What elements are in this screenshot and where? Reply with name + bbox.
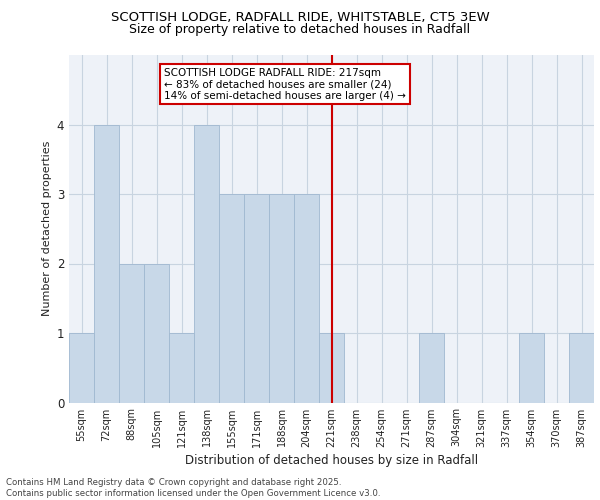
Bar bbox=[69, 333, 94, 402]
Bar bbox=[119, 264, 144, 402]
Bar bbox=[269, 194, 294, 402]
Y-axis label: Number of detached properties: Number of detached properties bbox=[43, 141, 52, 316]
Bar bbox=[294, 194, 319, 402]
X-axis label: Distribution of detached houses by size in Radfall: Distribution of detached houses by size … bbox=[185, 454, 478, 466]
Bar bbox=[569, 333, 594, 402]
Bar bbox=[94, 124, 119, 402]
Bar bbox=[319, 333, 344, 402]
Bar bbox=[244, 194, 269, 402]
Text: Contains HM Land Registry data © Crown copyright and database right 2025.
Contai: Contains HM Land Registry data © Crown c… bbox=[6, 478, 380, 498]
Bar bbox=[519, 333, 544, 402]
Bar bbox=[219, 194, 244, 402]
Bar bbox=[194, 124, 219, 402]
Text: SCOTTISH LODGE, RADFALL RIDE, WHITSTABLE, CT5 3EW: SCOTTISH LODGE, RADFALL RIDE, WHITSTABLE… bbox=[110, 12, 490, 24]
Bar bbox=[419, 333, 444, 402]
Text: Size of property relative to detached houses in Radfall: Size of property relative to detached ho… bbox=[130, 22, 470, 36]
Bar bbox=[144, 264, 169, 402]
Bar bbox=[169, 333, 194, 402]
Text: SCOTTISH LODGE RADFALL RIDE: 217sqm
← 83% of detached houses are smaller (24)
14: SCOTTISH LODGE RADFALL RIDE: 217sqm ← 83… bbox=[164, 68, 406, 100]
